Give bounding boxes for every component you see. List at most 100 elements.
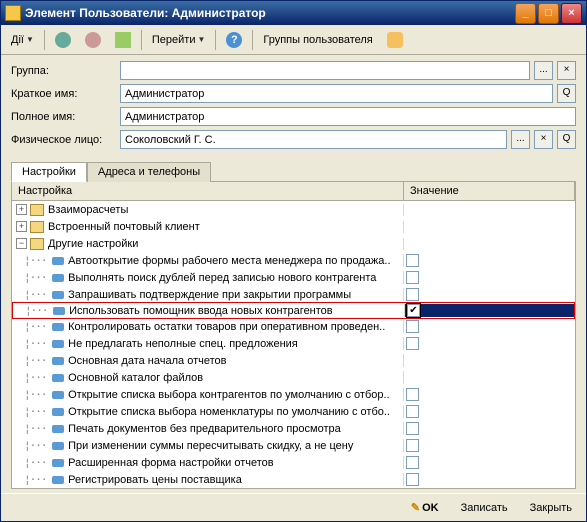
group-dots-button[interactable]: ... [534,61,553,80]
expander-plus[interactable]: + [16,221,27,232]
window-title: Элемент Пользователи: Администратор [25,6,513,20]
checkbox-checked[interactable]: ✔ [407,304,420,317]
checkbox[interactable] [406,473,419,486]
nav-fwd-button[interactable] [79,30,107,50]
tree-leaf[interactable]: ¦··· Выполнять поиск дублей перед запись… [12,269,575,286]
tree-folder[interactable]: + Встроенный почтовый клиент [12,218,575,235]
shortname-search-button[interactable]: Q [557,84,576,103]
group-label: Группа: [11,65,116,77]
tree-leaf[interactable]: ¦··· Регистрировать цены поставщика [12,471,575,488]
leaf-icon [52,340,64,348]
help-icon: ? [226,32,242,48]
close-button[interactable]: × [561,3,582,24]
form-area: Группа: ... × Краткое имя: Q Полное имя:… [1,55,586,155]
leaf-icon [52,425,64,433]
person-search-button[interactable]: Q [557,130,576,149]
checkbox[interactable] [406,405,419,418]
folder-icon [30,204,44,216]
person-clear-button[interactable]: × [534,130,553,149]
shortname-input[interactable] [120,84,553,103]
settings-tree[interactable]: + Взаиморасчеты + Встроенный почтовый кл… [12,201,575,488]
expander-minus[interactable]: − [16,238,27,249]
checkbox[interactable] [406,254,419,267]
tab-bar: Настройки Адреса и телефоны [1,155,586,181]
settings-pane: Настройка Значение + Взаиморасчеты + Вст… [11,181,576,489]
tree-leaf[interactable]: ¦··· Открытие списка выбора контрагентов… [12,386,575,403]
checkbox[interactable] [406,271,419,284]
tree-leaf[interactable]: ¦··· Запрашивать подтверждение при закры… [12,286,575,303]
tree-leaf[interactable]: ¦··· Не предлагать неполные спец. предло… [12,335,575,352]
checkbox[interactable] [406,337,419,350]
checkbox[interactable] [406,320,419,333]
tree-leaf[interactable]: ¦··· При изменении суммы пересчитывать с… [12,437,575,454]
person-input[interactable] [120,130,507,149]
checkbox[interactable] [406,439,419,452]
go-menu[interactable]: Перейти▼ [146,32,212,48]
ok-button[interactable]: ✎OK [405,499,445,516]
tab-addresses[interactable]: Адреса и телефоны [87,162,211,182]
forward-icon [85,32,101,48]
user-icon-button[interactable] [381,30,409,50]
nav-back-button[interactable] [49,30,77,50]
checkbox[interactable] [406,422,419,435]
folder-icon [30,221,44,233]
group-clear-button[interactable]: × [557,61,576,80]
toolbar: Дії▼ Перейти▼ ? Группы пользователя [1,25,586,55]
person-dots-button[interactable]: ... [511,130,530,149]
tree-leaf-selected[interactable]: ¦··· Использовать помощник ввода новых к… [12,302,575,319]
leaf-icon [52,357,64,365]
save-button[interactable]: Записать [455,500,514,516]
leaf-icon [52,257,64,265]
leaf-icon [52,274,64,282]
window-icon [5,5,21,21]
leaf-icon [52,442,64,450]
footer-close-button[interactable]: Закрыть [524,500,578,516]
leaf-icon [52,291,64,299]
checkbox[interactable] [406,388,419,401]
titlebar[interactable]: Элемент Пользователи: Администратор _ □ … [1,1,586,25]
leaf-icon [52,476,64,484]
user-icon [387,32,403,48]
fullname-label: Полное имя: [11,111,116,123]
shortname-label: Краткое имя: [11,88,116,100]
separator [252,30,253,50]
actions-menu[interactable]: Дії▼ [5,32,40,48]
expander-plus[interactable]: + [16,204,27,215]
tree-leaf[interactable]: ¦··· Открытие списка выбора номенклатуры… [12,403,575,420]
tree-leaf[interactable]: ¦··· Контролировать остатки товаров при … [12,318,575,335]
person-label: Физическое лицо: [11,134,116,146]
header-value[interactable]: Значение [404,182,575,200]
tree-leaf[interactable]: ¦··· Автооткрытие формы рабочего места м… [12,252,575,269]
tree-folder[interactable]: + Взаиморасчеты [12,201,575,218]
checkbox[interactable] [406,456,419,469]
tree-folder[interactable]: − Другие настройки [12,235,575,252]
leaf-icon [52,374,64,382]
refresh-icon [115,32,131,48]
minimize-button[interactable]: _ [515,3,536,24]
tree-leaf[interactable]: ¦··· Расширенная форма настройки отчетов [12,454,575,471]
pencil-icon: ✎ [411,502,420,514]
grid-header: Настройка Значение [12,182,575,201]
maximize-button[interactable]: □ [538,3,559,24]
leaf-icon [52,391,64,399]
user-groups-button[interactable]: Группы пользователя [257,32,378,48]
tree-leaf[interactable]: ¦··· Основной каталог файлов [12,369,575,386]
tab-settings[interactable]: Настройки [11,162,87,182]
folder-icon [30,238,44,250]
separator [215,30,216,50]
tree-leaf[interactable]: ¦··· Основная дата начала отчетов [12,352,575,369]
leaf-icon [52,323,64,331]
header-name[interactable]: Настройка [12,182,404,200]
refresh-button[interactable] [109,30,137,50]
tree-leaf[interactable]: ¦··· Печать документов без предварительн… [12,420,575,437]
leaf-icon [53,307,65,315]
separator [44,30,45,50]
leaf-icon [52,408,64,416]
separator [141,30,142,50]
group-input[interactable] [120,61,530,80]
back-icon [55,32,71,48]
checkbox[interactable] [406,288,419,301]
window-root: Элемент Пользователи: Администратор _ □ … [0,0,587,522]
fullname-input[interactable] [120,107,576,126]
help-button[interactable]: ? [220,30,248,50]
